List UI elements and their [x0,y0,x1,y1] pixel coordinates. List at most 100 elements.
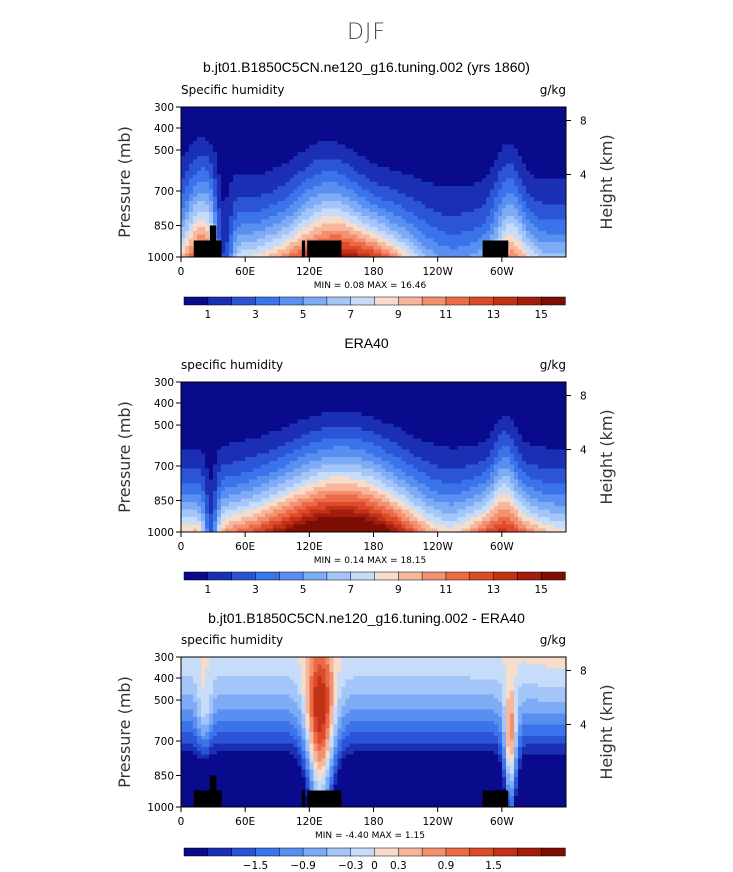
heat-cell [265,178,270,183]
heat-cell [397,110,403,116]
heat-cell [397,245,403,251]
heat-cell [429,212,435,217]
heat-cell [525,242,531,247]
heat-cell [325,155,330,161]
heat-cell [409,404,415,409]
heat-cell [205,200,210,206]
heat-cell [377,155,383,161]
heat-cell [441,234,447,239]
heat-cell [365,137,371,142]
heat-cell [189,148,194,153]
heat-cell [513,415,519,421]
heat-cell [197,125,202,131]
heat-cell [473,215,479,221]
heat-cell [233,159,238,164]
heat-cell [253,140,258,146]
heat-cell [265,389,270,394]
heat-cell [253,385,258,391]
heat-cell [449,215,455,221]
heat-cell [545,227,551,232]
heat-cell [429,238,435,243]
heat-cell [217,148,222,153]
heat-cell [497,155,503,161]
heat-cell [237,212,242,217]
heat-cell [341,412,347,417]
heat-cell [533,412,539,417]
heat-cell [537,167,543,172]
heat-cell [377,230,383,236]
heat-cell [465,122,471,127]
heat-cell [537,234,543,239]
heat-cell [497,219,503,224]
heat-cell [325,189,330,194]
heat-cell [185,393,190,398]
heat-cell [225,107,230,112]
heat-cell [357,253,363,258]
heat-cell [245,122,250,127]
heat-cell [521,197,527,202]
heat-cell [273,219,278,224]
heat-cell [389,182,395,187]
heat-cell [429,385,435,391]
heat-cell [353,197,359,202]
heat-cell [529,382,535,387]
heat-cell [461,140,467,146]
heat-cell [341,397,347,402]
heat-cell [461,400,467,406]
heat-cell [285,397,290,402]
heat-cell [541,137,547,142]
heat-cell [305,415,310,421]
heat-cell [249,155,254,161]
heat-cell [325,107,330,112]
heat-cell [357,197,363,202]
heat-cell [505,227,511,232]
heat-cell [473,404,479,409]
heat-cell [381,125,387,131]
heat-cell [281,182,286,187]
heat-cell [457,133,463,138]
heat-cell [241,393,246,398]
heat-cell [465,227,471,232]
heat-cell [249,125,254,131]
heat-cell [553,419,559,424]
heat-cell [341,400,347,406]
heat-cell [293,167,298,172]
heat-cell [333,215,339,221]
heat-cell [297,415,302,421]
heat-cell [377,122,383,127]
heat-cell [281,234,286,239]
heat-cell [469,159,475,164]
heat-cell [433,159,439,164]
heat-cell [213,393,218,398]
heat-cell [285,155,290,161]
heat-cell [469,230,475,236]
heat-cell [241,227,246,232]
heat-cell [221,234,226,239]
heat-cell [477,253,483,258]
heat-cell [301,200,306,206]
heat-cell [421,219,427,224]
heat-cell [337,137,343,142]
heat-cell [517,133,523,138]
heat-cell [321,397,326,402]
heat-cell [265,204,270,209]
heat-cell [209,400,214,406]
heat-cell [205,155,210,161]
heat-cell [557,129,563,134]
heat-cell [197,140,202,146]
heat-cell [517,400,523,406]
heat-cell [501,144,507,149]
heat-cell [201,204,206,209]
heat-cell [341,382,347,387]
heat-cell [217,208,222,213]
heat-cell [561,245,567,251]
heat-cell [377,204,383,209]
heat-cell [413,400,419,406]
heat-cell [385,118,391,123]
heat-cell [553,140,559,146]
heat-cell [461,178,467,183]
heat-cell [441,110,447,116]
heat-cell [377,393,383,398]
heat-cell [521,155,527,161]
